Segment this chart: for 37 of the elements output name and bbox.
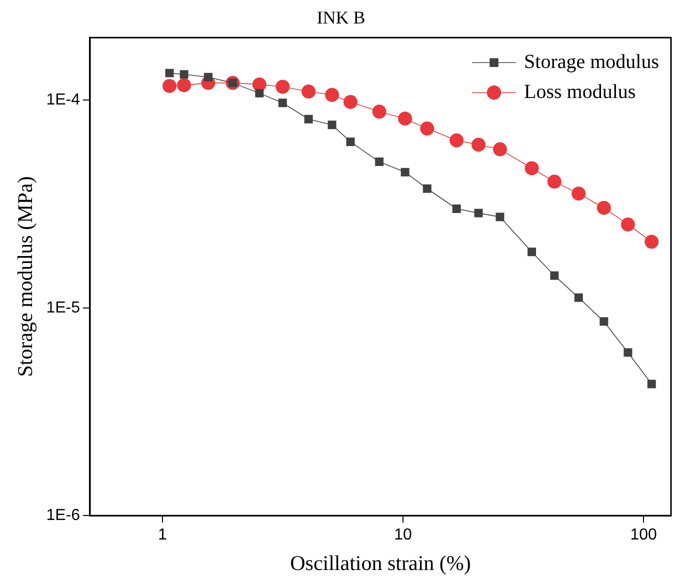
x-axis-title: Oscillation strain (%) [290, 550, 471, 575]
point [278, 98, 287, 108]
point [450, 133, 464, 148]
point [474, 208, 483, 218]
point [177, 78, 192, 92]
point [644, 234, 659, 249]
point [304, 114, 313, 124]
point [596, 200, 611, 215]
y-tick-label: 1E-5 [46, 299, 80, 316]
point [620, 217, 635, 232]
point [572, 186, 586, 201]
point [550, 271, 559, 280]
point [400, 168, 410, 176]
point [547, 174, 562, 189]
point [328, 120, 336, 130]
point [204, 72, 212, 82]
legend-label: Storage modulus [524, 50, 660, 73]
y-axis-title: Storage modulus (MPa) [13, 176, 38, 377]
point [647, 380, 656, 388]
x-tick-label: 1 [158, 526, 167, 544]
y-tick-label: 1E-6 [46, 507, 80, 524]
point [302, 84, 316, 99]
x-tick-label: 100 [630, 526, 658, 544]
x-tick-label: 10 [394, 526, 412, 544]
point [472, 138, 486, 152]
point [276, 80, 290, 94]
point [624, 348, 632, 357]
legend-label: Loss modulus [524, 80, 636, 103]
point [574, 293, 583, 302]
point [180, 70, 188, 79]
point [398, 112, 412, 126]
y-tick-label: 1E-4 [46, 92, 80, 109]
point [600, 317, 608, 326]
point [325, 88, 340, 102]
point [255, 88, 264, 98]
chart-title: INK B [316, 8, 366, 28]
point [452, 204, 461, 213]
